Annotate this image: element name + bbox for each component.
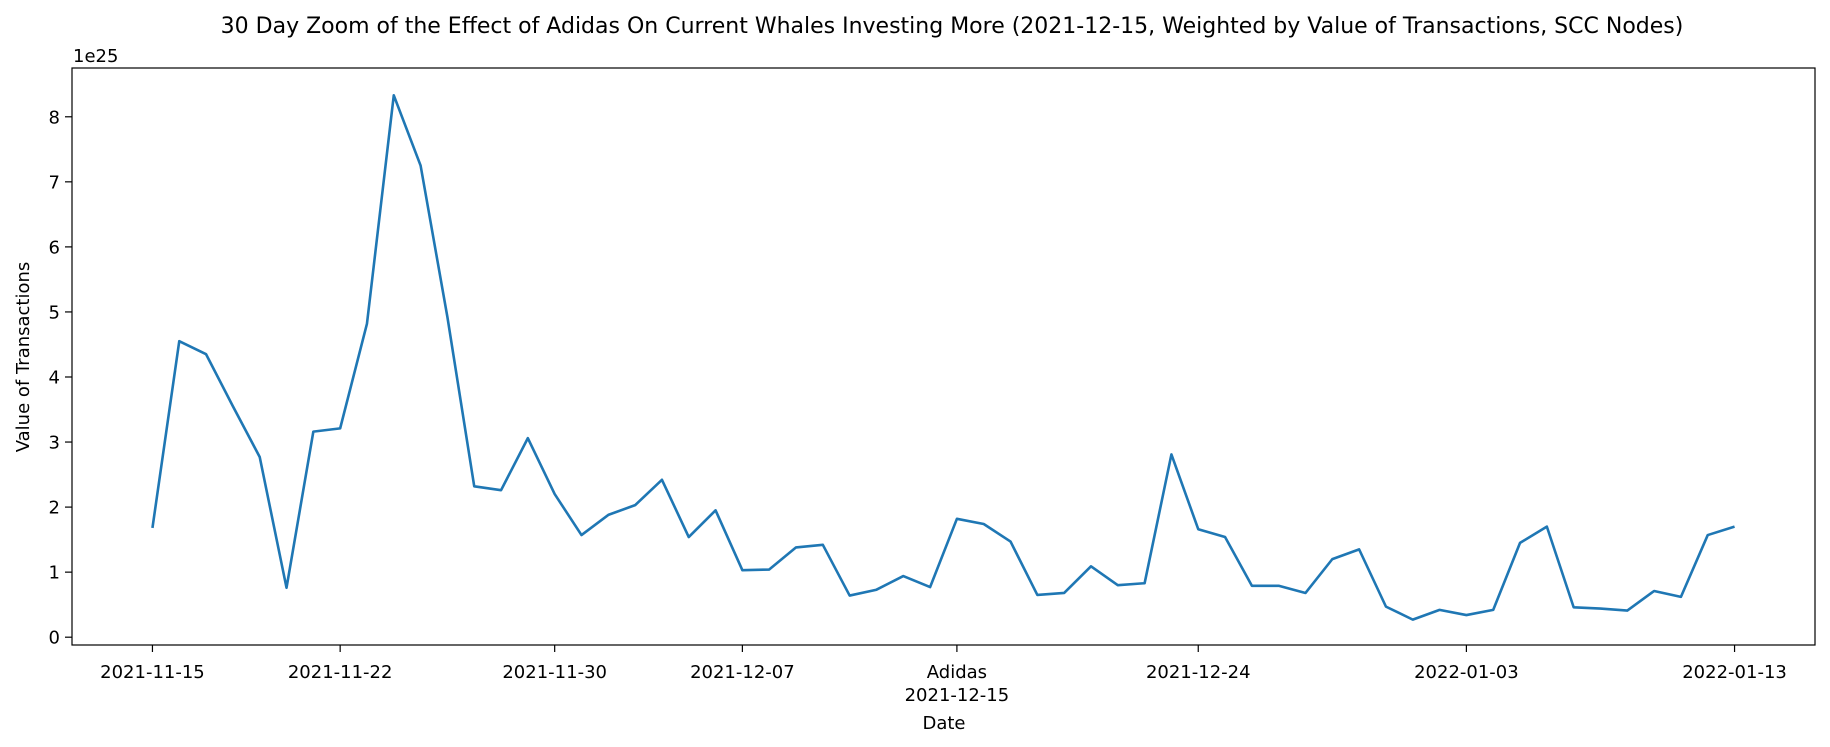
y-tick-label: 4 [49, 367, 60, 388]
y-tick-label: 6 [49, 237, 60, 258]
event-label-halo: Adidas [927, 662, 987, 683]
x-tick-label: 2021-12-07 [690, 662, 795, 683]
y-tick-label: 3 [49, 433, 60, 454]
plot-frame [71, 67, 1816, 646]
x-tick-label: 2022-01-13 [1682, 662, 1787, 683]
x-axis-label: Date [922, 713, 965, 734]
x-tick-label: 2022-01-03 [1414, 662, 1519, 683]
y-tick-label: 1 [49, 563, 60, 584]
y-axis-label: Value of Transactions [13, 262, 34, 453]
event-label: Adidas [927, 662, 987, 683]
plot-area: 0 1 2 3 4 5 6 7 8 2021-11-15 2021-11-22 2021-11-30 2… [49, 67, 1816, 706]
y-tick-label: 7 [49, 172, 60, 193]
x-tick-label: 2021-11-15 [100, 662, 205, 683]
x-tick-label: 2021-11-22 [288, 662, 393, 683]
y-tick-label: 0 [49, 628, 60, 649]
y-offset-label: 1e25 [73, 46, 118, 67]
chart-title: 30 Day Zoom of the Effect of Adidas On C… [221, 14, 1684, 39]
x-tick-label: 2021-11-30 [502, 662, 607, 683]
x-tick-label: 2021-12-24 [1146, 662, 1251, 683]
y-tick-label: 5 [49, 302, 60, 323]
y-tick-label: 2 [49, 498, 60, 519]
series-line [151, 94, 1735, 621]
y-tick-label: 8 [49, 107, 60, 128]
x-tick-label: 2021-12-15 [905, 685, 1010, 706]
